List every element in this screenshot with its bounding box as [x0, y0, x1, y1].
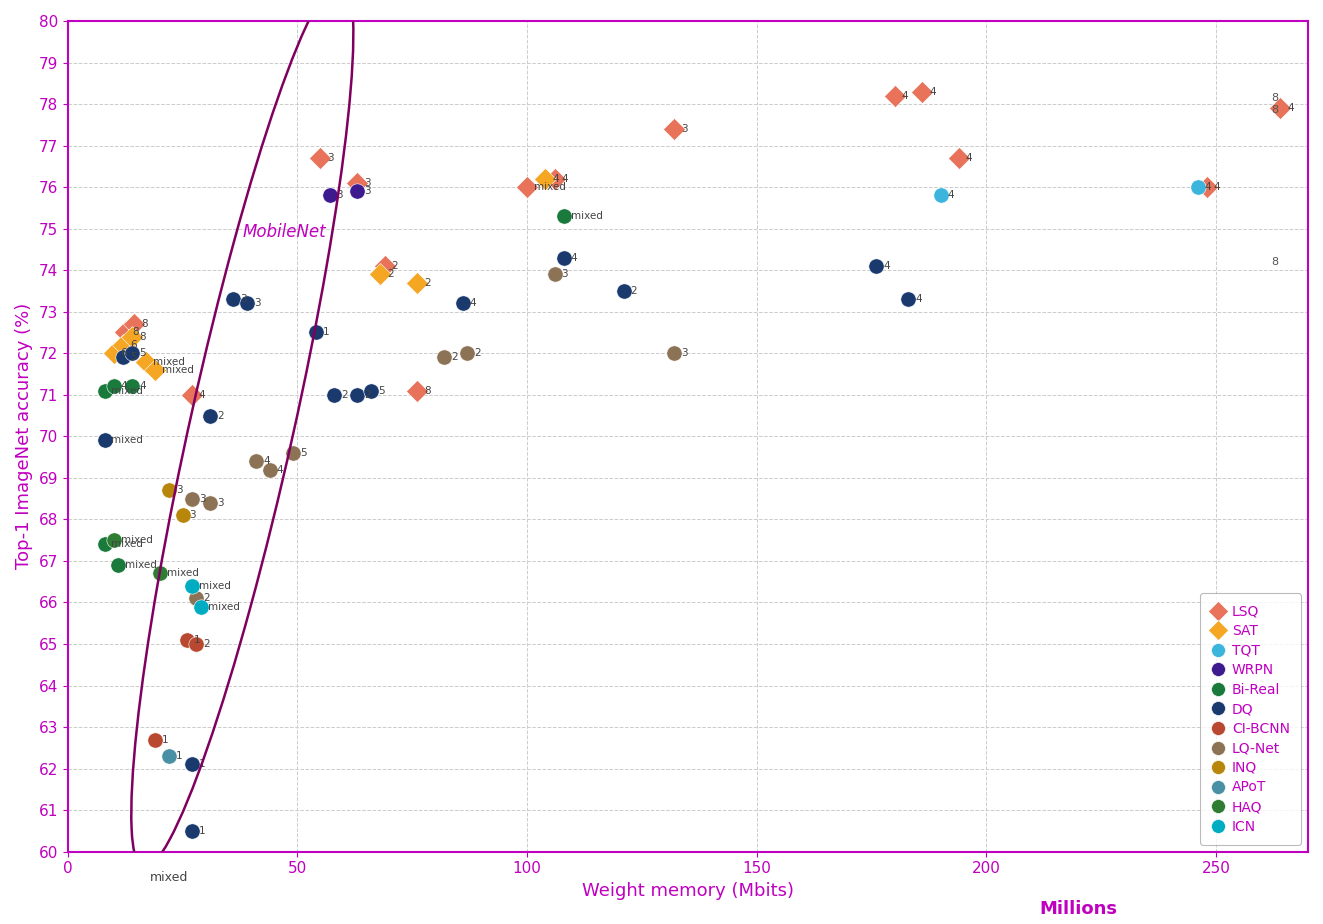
Text: 4: 4 [198, 390, 205, 400]
Text: 2: 2 [217, 410, 224, 420]
Text: 3: 3 [198, 493, 205, 504]
Text: mixed: mixed [198, 581, 230, 590]
Legend: LSQ, SAT, TQT, WRPN, Bi-Real, DQ, CI-BCNN, LQ-Net, INQ, APoT, HAQ, ICN: LSQ, SAT, TQT, WRPN, Bi-Real, DQ, CI-BCN… [1200, 593, 1301, 845]
Text: 2: 2 [204, 593, 210, 603]
Text: 8: 8 [1271, 92, 1278, 103]
Text: 3: 3 [189, 510, 196, 520]
Text: 2: 2 [451, 352, 458, 362]
Text: mixed: mixed [149, 870, 188, 883]
Text: 3: 3 [364, 187, 370, 196]
Text: 4: 4 [1213, 182, 1220, 192]
Text: 2: 2 [204, 639, 210, 649]
Text: mixed: mixed [208, 602, 239, 612]
Text: 3: 3 [176, 485, 183, 495]
Text: 3: 3 [364, 178, 370, 188]
Text: mixed: mixed [111, 435, 143, 445]
Text: 4: 4 [1287, 103, 1294, 114]
Text: mixed: mixed [167, 568, 198, 578]
Text: 2: 2 [392, 261, 398, 271]
Text: 2: 2 [341, 390, 348, 400]
Text: 4: 4 [561, 174, 568, 184]
Text: Millions: Millions [1040, 900, 1118, 918]
Text: 4: 4 [553, 174, 560, 184]
Text: MobileNet: MobileNet [242, 223, 325, 241]
Text: 4: 4 [916, 294, 922, 304]
Text: 8: 8 [1271, 257, 1278, 267]
Text: mixed: mixed [126, 560, 157, 570]
Text: 1: 1 [198, 826, 205, 836]
Text: 1: 1 [161, 735, 168, 745]
Text: 1: 1 [194, 635, 201, 645]
Text: mixed: mixed [161, 365, 193, 375]
Text: 4: 4 [277, 465, 283, 475]
Text: 1: 1 [323, 327, 329, 337]
Text: 8: 8 [1271, 105, 1278, 116]
Text: 8: 8 [132, 327, 139, 337]
Text: 4: 4 [966, 153, 972, 163]
Text: 4: 4 [470, 298, 476, 309]
Text: 8: 8 [139, 332, 146, 342]
Text: mixed: mixed [111, 540, 143, 549]
Text: 8: 8 [142, 319, 148, 329]
Text: 1: 1 [198, 760, 205, 770]
Y-axis label: Top-1 ImageNet accuracy (%): Top-1 ImageNet accuracy (%) [15, 303, 33, 569]
Text: 4: 4 [139, 382, 146, 392]
Text: 3: 3 [561, 269, 568, 279]
Text: 4: 4 [929, 87, 935, 97]
Text: 4: 4 [947, 190, 954, 201]
Text: 3: 3 [336, 190, 343, 201]
Text: 4: 4 [120, 382, 127, 392]
Text: 6: 6 [130, 340, 136, 350]
Text: 2: 2 [423, 277, 430, 287]
Text: 6: 6 [120, 348, 127, 359]
X-axis label: Weight memory (Mbits): Weight memory (Mbits) [582, 881, 794, 900]
Text: mixed: mixed [152, 357, 185, 367]
Text: 5: 5 [139, 348, 146, 359]
Text: 2: 2 [364, 390, 370, 400]
Text: 8: 8 [423, 385, 430, 395]
Text: 4: 4 [263, 456, 270, 467]
Text: 3: 3 [681, 124, 688, 134]
Text: 3: 3 [254, 298, 261, 309]
Text: 2: 2 [631, 286, 638, 296]
Text: 3: 3 [327, 153, 333, 163]
Text: mixed: mixed [570, 212, 603, 221]
Text: mixed: mixed [111, 385, 143, 395]
Text: 4: 4 [884, 261, 890, 271]
Text: 5: 5 [130, 352, 136, 362]
Text: 2: 2 [474, 348, 482, 359]
Text: mixed: mixed [534, 182, 566, 192]
Text: 1: 1 [176, 751, 183, 761]
Text: 2: 2 [388, 269, 394, 279]
Text: 4: 4 [1205, 182, 1212, 192]
Text: 3: 3 [239, 294, 246, 304]
Text: 3: 3 [217, 498, 224, 508]
Text: 5: 5 [378, 385, 385, 395]
Text: 4: 4 [901, 91, 908, 101]
Text: 3: 3 [681, 348, 688, 359]
Text: 4: 4 [570, 253, 577, 262]
Text: 5: 5 [300, 448, 307, 458]
Text: mixed: mixed [120, 535, 152, 545]
